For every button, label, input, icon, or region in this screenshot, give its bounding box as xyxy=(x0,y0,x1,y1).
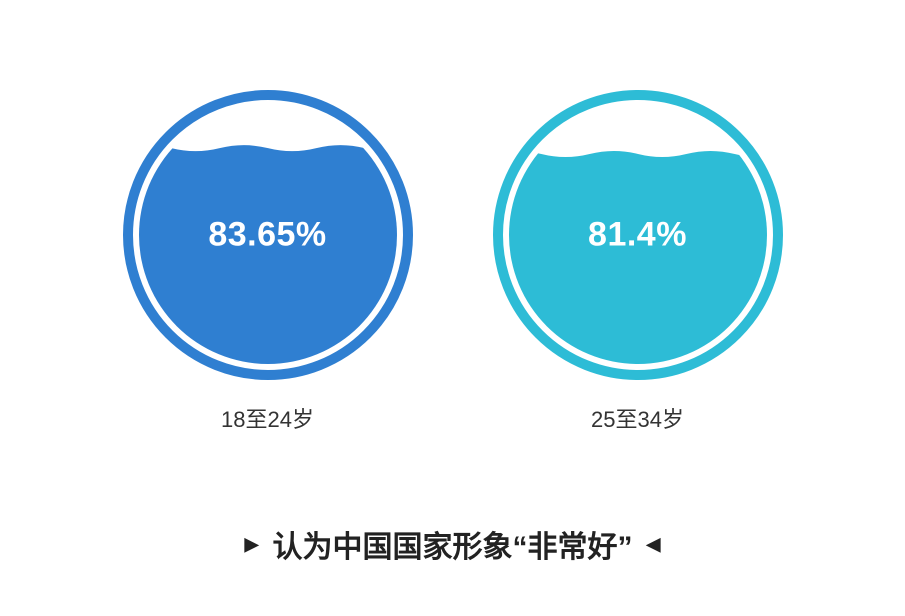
liquid-charts-row: 83.65% 18至24岁 81.4% 25至34岁 xyxy=(0,0,905,434)
caption-text: 认为中国国家形象“非常好” xyxy=(273,522,633,566)
triangle-left-icon: ◀ xyxy=(647,534,661,555)
triangle-right-icon: ▶ xyxy=(245,534,259,555)
circle-wrap: 83.65% xyxy=(123,90,413,380)
percent-label: 81.4% xyxy=(588,216,687,255)
age-label: 18至24岁 xyxy=(221,402,314,434)
liquid-fill-wave xyxy=(493,151,783,380)
liquid-fill-wave xyxy=(123,145,413,380)
circle-wrap: 81.4% xyxy=(493,90,783,380)
liquid-chart-25-34: 81.4% 25至34岁 xyxy=(493,90,783,434)
liquid-chart-18-24: 83.65% 18至24岁 xyxy=(123,90,413,434)
footer-caption: ▶ 认为中国国家形象“非常好” ◀ xyxy=(245,522,661,566)
percent-label: 83.65% xyxy=(208,216,326,255)
age-label: 25至34岁 xyxy=(591,402,684,434)
